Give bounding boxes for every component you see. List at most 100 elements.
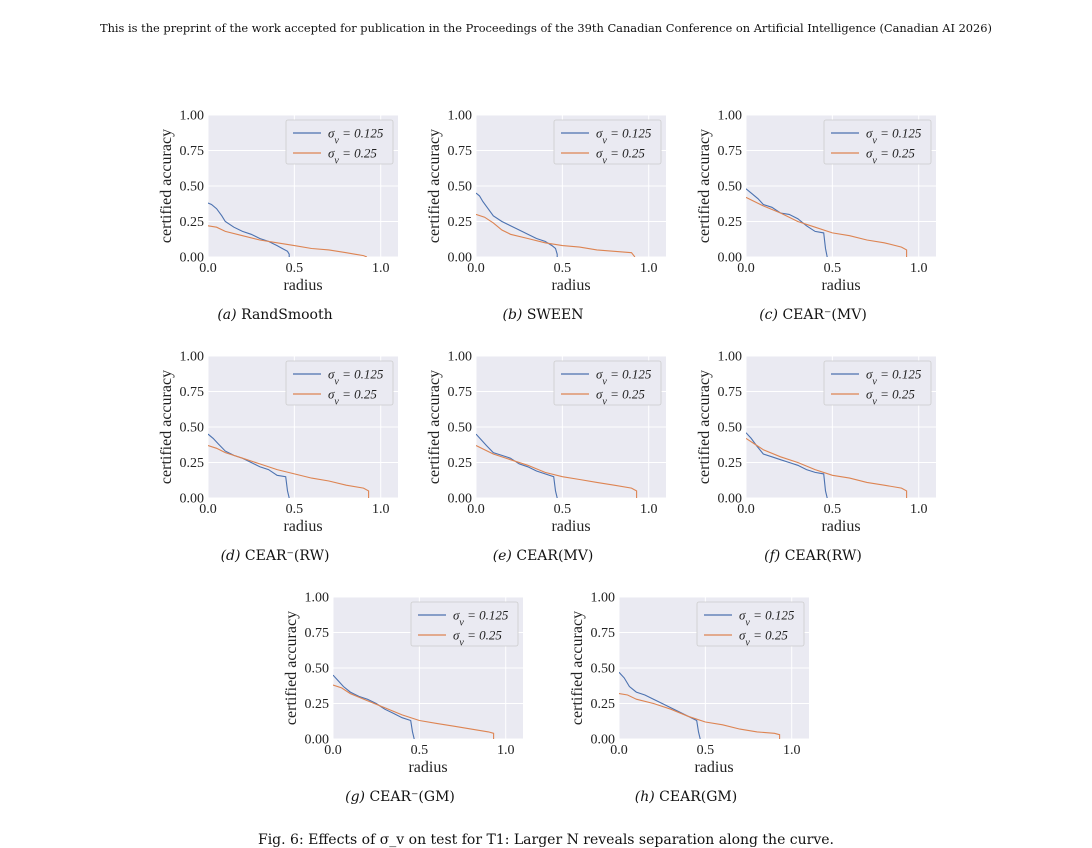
- y-tick-label: 0.00: [718, 251, 743, 266]
- y-tick-label: 0.50: [591, 662, 616, 677]
- chart-panel-c: 0.00 0.25 0.50 0.75 1.00 0.0 0.5 1.0 radius certi…: [683, 100, 943, 350]
- subfigure-label: (g): [345, 789, 370, 805]
- x-axis-label: radius: [694, 759, 733, 776]
- x-axis-label: radius: [821, 277, 860, 294]
- y-tick-label: 0.00: [180, 251, 205, 266]
- subfigure-caption: (c) CEAR⁻(MV): [683, 307, 943, 323]
- y-axis-label: certified accuracy: [696, 370, 713, 484]
- y-tick-label: 0.50: [305, 662, 330, 677]
- y-tick-label: 0.75: [180, 144, 205, 159]
- y-tick-label: 0.25: [180, 215, 205, 230]
- x-tick-label: 0.0: [610, 743, 628, 758]
- subfigure-caption: (f) CEAR(RW): [683, 548, 943, 564]
- x-tick-label: 0.5: [697, 743, 715, 758]
- subfigure-method: CEAR(RW): [784, 548, 862, 564]
- x-tick-label: 1.0: [372, 261, 390, 276]
- y-axis-label: certified accuracy: [158, 370, 175, 484]
- x-tick-label: 1.0: [640, 502, 658, 517]
- subfigure-method: CEAR⁻(RW): [244, 548, 330, 564]
- y-axis-label: certified accuracy: [426, 370, 443, 484]
- x-tick-label: 0.0: [199, 261, 217, 276]
- x-axis-label: radius: [551, 277, 590, 294]
- subfigure-caption: (h) CEAR(GM): [556, 789, 816, 805]
- y-tick-label: 1.00: [718, 350, 743, 365]
- chart-svg: 0.00 0.25 0.50 0.75 1.00 0.0 0.5 1.0 radius certi…: [158, 350, 398, 535]
- y-tick-label: 1.00: [591, 591, 616, 606]
- subfigure-method: CEAR(MV): [516, 548, 594, 564]
- x-tick-label: 0.5: [286, 261, 304, 276]
- y-tick-label: 0.50: [180, 421, 205, 436]
- series-line-1: [746, 188, 828, 257]
- x-tick-label: 0.0: [199, 502, 217, 517]
- y-tick-label: 0.25: [718, 215, 743, 230]
- y-tick-label: 0.00: [448, 492, 473, 507]
- x-tick-label: 0.5: [554, 502, 572, 517]
- x-axis-label: radius: [821, 518, 860, 535]
- y-tick-label: 0.25: [305, 697, 330, 712]
- y-tick-label: 0.50: [448, 421, 473, 436]
- subfigure-label: (d): [220, 548, 245, 564]
- y-tick-label: 0.50: [718, 180, 743, 195]
- chart-panel-e: 0.00 0.25 0.50 0.75 1.00 0.0 0.5 1.0 radius certi…: [413, 341, 673, 591]
- subfigure-label: (f): [764, 548, 785, 564]
- chart-panel-f: 0.00 0.25 0.50 0.75 1.00 0.0 0.5 1.0 radius certi…: [683, 341, 943, 591]
- chart-svg: 0.00 0.25 0.50 0.75 1.00 0.0 0.5 1.0 radius certi…: [158, 109, 398, 294]
- chart-panel-g: 0.00 0.25 0.50 0.75 1.00 0.0 0.5 1.0 radius certi…: [270, 582, 530, 832]
- subfigure-method: CEAR(GM): [659, 789, 738, 805]
- y-axis-label: certified accuracy: [569, 611, 586, 725]
- x-axis-label: radius: [283, 277, 322, 294]
- y-tick-label: 0.75: [718, 385, 743, 400]
- subfigure-caption: (e) CEAR(MV): [413, 548, 673, 564]
- chart-svg: 0.00 0.25 0.50 0.75 1.00 0.0 0.5 1.0 radius certi…: [696, 350, 936, 535]
- y-tick-label: 0.00: [591, 733, 616, 748]
- y-tick-label: 0.75: [448, 144, 473, 159]
- y-tick-label: 0.25: [718, 456, 743, 471]
- subfigure-caption: (d) CEAR⁻(RW): [145, 548, 405, 564]
- series-line-1: [208, 202, 290, 257]
- x-tick-label: 0.0: [737, 261, 755, 276]
- series-line-2: [746, 437, 908, 498]
- y-tick-label: 1.00: [718, 109, 743, 124]
- y-tick-label: 1.00: [180, 109, 205, 124]
- y-tick-label: 0.75: [591, 626, 616, 641]
- y-tick-label: 0.50: [448, 180, 473, 195]
- chart-svg: 0.00 0.25 0.50 0.75 1.00 0.0 0.5 1.0 radius certi…: [426, 109, 666, 294]
- series-line-2: [476, 445, 638, 498]
- x-tick-label: 0.5: [286, 502, 304, 517]
- y-tick-label: 1.00: [448, 109, 473, 124]
- series-line-2: [619, 693, 781, 739]
- x-tick-label: 1.0: [783, 743, 801, 758]
- x-axis-label: radius: [551, 518, 590, 535]
- x-tick-label: 0.5: [411, 743, 429, 758]
- y-tick-label: 0.50: [180, 180, 205, 195]
- subfigure-label: (h): [634, 789, 660, 805]
- y-tick-label: 0.75: [180, 385, 205, 400]
- y-tick-label: 0.00: [305, 733, 330, 748]
- y-axis-label: certified accuracy: [158, 129, 175, 243]
- x-tick-label: 0.0: [467, 261, 485, 276]
- subfigure-caption: (g) CEAR⁻(GM): [270, 789, 530, 805]
- series-line-1: [208, 433, 290, 498]
- series-line-1: [619, 671, 701, 739]
- subfigure-caption: (b) SWEEN: [413, 307, 673, 323]
- x-tick-label: 1.0: [910, 261, 928, 276]
- series-line-2: [476, 213, 636, 257]
- chart-panel-a: 0.00 0.25 0.50 0.75 1.00 0.0 0.5 1.0 radius certi…: [145, 100, 405, 350]
- y-tick-label: 0.25: [448, 215, 473, 230]
- y-tick-label: 0.75: [305, 626, 330, 641]
- y-tick-label: 0.25: [448, 456, 473, 471]
- y-tick-label: 0.75: [718, 144, 743, 159]
- x-tick-label: 1.0: [910, 502, 928, 517]
- subfigure-label: (e): [492, 548, 517, 564]
- x-tick-label: 1.0: [640, 261, 658, 276]
- y-axis-label: certified accuracy: [283, 611, 300, 725]
- subfigure-label: (a): [217, 307, 242, 323]
- series-line-1: [476, 433, 558, 498]
- x-tick-label: 1.0: [497, 743, 515, 758]
- y-axis-label: certified accuracy: [426, 129, 443, 243]
- y-tick-label: 0.00: [448, 251, 473, 266]
- subfigure-method: CEAR⁻(MV): [782, 307, 867, 323]
- chart-svg: 0.00 0.25 0.50 0.75 1.00 0.0 0.5 1.0 radius certi…: [569, 591, 809, 776]
- y-tick-label: 0.00: [718, 492, 743, 507]
- header-note: This is the preprint of the work accepte…: [99, 21, 992, 35]
